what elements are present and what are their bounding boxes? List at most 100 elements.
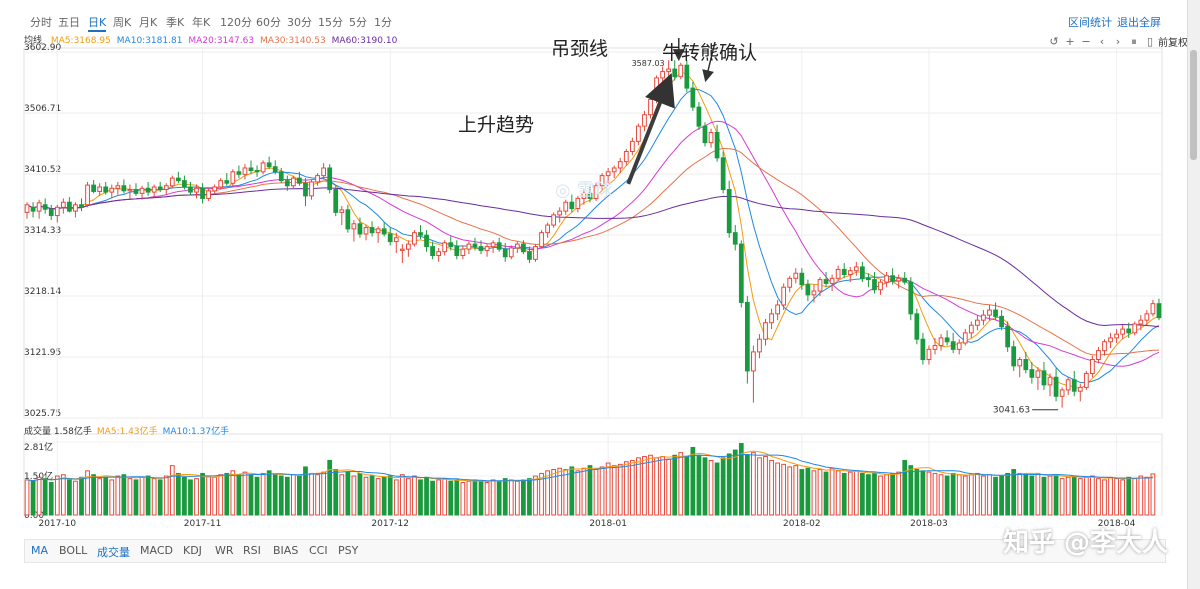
volume-bar bbox=[575, 470, 581, 516]
volume-bar bbox=[769, 459, 774, 516]
period-tab-0[interactable]: 分时 bbox=[30, 16, 52, 29]
volume-bar bbox=[672, 454, 678, 516]
volume-bar bbox=[968, 474, 974, 516]
ma-legend-item-3: MA30:3140.53 bbox=[260, 36, 326, 46]
price-tick-label: 3121.95 bbox=[24, 348, 61, 358]
candle-body bbox=[303, 182, 308, 197]
candle-body bbox=[145, 187, 151, 193]
candle-body bbox=[297, 177, 302, 184]
indicator-tab-6[interactable]: RSI bbox=[243, 544, 261, 557]
uptrend-arrow bbox=[626, 73, 675, 185]
volume-bar bbox=[36, 476, 42, 516]
indicator-tab-1[interactable]: BOLL bbox=[59, 544, 88, 557]
volume-bar bbox=[333, 469, 339, 516]
period-tab-9[interactable]: 30分 bbox=[287, 16, 312, 29]
price-tick-label: 3025.75 bbox=[24, 409, 61, 419]
range-stats-link[interactable]: 区间统计 bbox=[1068, 16, 1112, 29]
period-tab-10[interactable]: 15分 bbox=[318, 16, 343, 29]
candle-body bbox=[1102, 341, 1107, 352]
candle-body bbox=[1138, 319, 1144, 325]
volume-bar bbox=[1096, 478, 1101, 516]
lock-icon[interactable]: ▯ bbox=[1146, 35, 1154, 48]
period-tab-6[interactable]: 年K bbox=[192, 16, 211, 29]
ma30-line bbox=[26, 147, 1160, 356]
indicator-tab-4[interactable]: KDJ bbox=[183, 544, 202, 557]
indicator-tab-0[interactable]: MA bbox=[31, 544, 49, 557]
candle-body bbox=[660, 71, 665, 79]
volume-bar bbox=[30, 480, 36, 516]
volume-bar bbox=[278, 475, 284, 516]
candle-body bbox=[708, 131, 714, 144]
period-tab-1[interactable]: 五日 bbox=[58, 16, 80, 29]
candle-body bbox=[236, 171, 242, 175]
candle-body bbox=[605, 171, 611, 177]
pause-icon[interactable]: ⏸ bbox=[1131, 35, 1137, 48]
page-scrollbar[interactable] bbox=[1187, 0, 1200, 589]
volume-bar bbox=[781, 463, 787, 516]
period-tab-3[interactable]: 周K bbox=[113, 16, 132, 29]
volume-bar bbox=[1005, 472, 1011, 516]
period-tab-11[interactable]: 5分 bbox=[349, 16, 367, 29]
candle-body bbox=[738, 243, 744, 303]
candle-body bbox=[351, 223, 357, 230]
period-tab-12[interactable]: 1分 bbox=[374, 16, 392, 29]
zoom-out-icon[interactable]: − bbox=[1081, 35, 1091, 48]
volume-bar bbox=[260, 472, 266, 516]
candle-body bbox=[623, 150, 629, 163]
indicator-tab-3[interactable]: MACD bbox=[140, 544, 173, 557]
period-tab-7[interactable]: 120分 bbox=[220, 16, 252, 29]
annotation-uptrend: 上升趋势 bbox=[458, 114, 535, 136]
volume-bar bbox=[315, 474, 320, 516]
candle-body bbox=[121, 185, 127, 192]
candle-body bbox=[133, 189, 139, 194]
volume-bar bbox=[393, 479, 399, 516]
indicator-tabs-bar: MA BOLL 成交量 MACD KDJ WR RSI BIAS CCI PSY bbox=[24, 539, 1166, 563]
candle-body bbox=[878, 281, 883, 291]
candle-body bbox=[73, 204, 78, 212]
zoom-in-icon[interactable]: + bbox=[1065, 35, 1075, 48]
move-right-icon[interactable]: › bbox=[1115, 35, 1121, 48]
candle-body bbox=[1090, 358, 1095, 374]
scrollbar-thumb[interactable] bbox=[1190, 50, 1197, 160]
volume-bar bbox=[163, 475, 169, 516]
volume-bar bbox=[533, 475, 538, 516]
volume-bar bbox=[345, 471, 351, 516]
volume-bar bbox=[508, 479, 514, 516]
volume-bar bbox=[975, 472, 980, 516]
volume-bar bbox=[714, 462, 720, 516]
exit-fullscreen-link[interactable]: 退出全屏 bbox=[1117, 16, 1161, 29]
volume-bar bbox=[926, 471, 932, 516]
candle-body bbox=[200, 187, 205, 199]
volume-bar bbox=[157, 479, 163, 516]
candle-body bbox=[266, 162, 272, 168]
candle-body bbox=[950, 341, 956, 350]
low-price-label: 3041.63 bbox=[993, 406, 1030, 416]
candle-body bbox=[315, 175, 320, 183]
undo-icon[interactable]: ↺ bbox=[1049, 35, 1059, 48]
volume-bar bbox=[206, 475, 211, 516]
volume-bar bbox=[1108, 476, 1113, 516]
volume-bar bbox=[79, 476, 84, 516]
move-left-icon[interactable]: ‹ bbox=[1099, 35, 1105, 48]
ma-legend-item-2: MA20:3147.63 bbox=[188, 36, 255, 46]
volume-bar bbox=[1090, 475, 1095, 516]
volume-bar bbox=[817, 469, 823, 516]
period-tab-8[interactable]: 60分 bbox=[256, 16, 281, 29]
volume-bar bbox=[424, 476, 429, 516]
indicator-tab-8[interactable]: CCI bbox=[309, 544, 328, 557]
volume-bar bbox=[539, 472, 544, 516]
volume-bar bbox=[914, 469, 920, 516]
period-tab-2[interactable]: 日K bbox=[88, 14, 107, 32]
period-tab-4[interactable]: 月K bbox=[139, 16, 158, 29]
indicator-tab-5[interactable]: WR bbox=[215, 544, 234, 557]
adjust-mode-select[interactable]: 前复权 bbox=[1158, 38, 1188, 49]
annotation-bull-to-bear: 牛转熊确认 bbox=[662, 42, 758, 64]
volume-bar bbox=[1059, 478, 1065, 516]
candle-body bbox=[242, 167, 248, 175]
period-tab-5[interactable]: 季K bbox=[166, 16, 185, 29]
candle-body bbox=[230, 171, 236, 184]
indicator-tab-7[interactable]: BIAS bbox=[273, 544, 299, 557]
indicator-tab-2[interactable]: 成交量 bbox=[97, 546, 130, 559]
candle-body bbox=[720, 157, 726, 191]
indicator-tab-9[interactable]: PSY bbox=[338, 544, 359, 557]
